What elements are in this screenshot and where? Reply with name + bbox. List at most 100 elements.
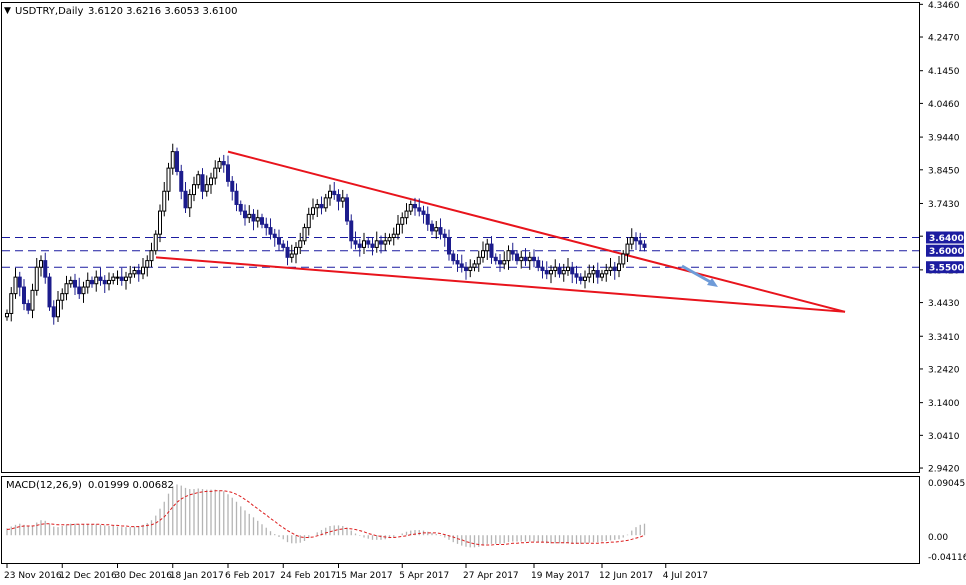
candle-body: [260, 217, 264, 225]
candle-body: [243, 210, 247, 219]
candle-body: [553, 266, 558, 272]
candle-body: [515, 253, 519, 262]
candle-body: [481, 250, 485, 258]
candle-body: [612, 266, 617, 272]
candle-body: [272, 233, 277, 239]
arrow-head: [707, 278, 718, 287]
candle-body: [166, 167, 171, 192]
trendlines[interactable]: [155, 150, 846, 313]
macd-axis-label-bottom: -0.04116: [928, 553, 966, 563]
candle-body: [311, 207, 315, 215]
price-tag-box: [926, 261, 964, 274]
candle-body: [175, 151, 179, 172]
y-tick-label: 3.4430: [928, 299, 960, 309]
candle-body: [472, 263, 477, 268]
y-tick-label: 3.1400: [928, 399, 960, 409]
candle-body: [90, 279, 94, 285]
x-tick-label: 27 Apr 2017: [463, 571, 519, 581]
candle-body: [532, 256, 536, 262]
candle-body: [540, 266, 545, 272]
upper-trendline: [227, 150, 846, 313]
candle-body: [5, 312, 9, 318]
candle-body: [340, 197, 345, 202]
price-tag-box: [926, 231, 964, 244]
candle-body: [413, 203, 417, 209]
candle-body: [60, 293, 65, 301]
candle-body: [17, 276, 22, 288]
candle-body: [366, 240, 371, 245]
candle-body: [264, 223, 269, 229]
candle-body: [141, 266, 145, 275]
candle-body: [566, 266, 570, 272]
candle-body: [30, 289, 35, 311]
x-tick-label: 18 Jan 2017: [170, 571, 224, 581]
candle-body: [73, 279, 77, 288]
candle-body: [574, 273, 579, 278]
candle-body: [536, 260, 541, 268]
candle-body: [47, 276, 52, 308]
macd-values: 0.01999 0.00682: [88, 480, 174, 491]
candle-body: [629, 237, 634, 245]
candle-body: [349, 220, 354, 242]
candle-body: [111, 276, 116, 281]
candle-body: [400, 217, 405, 225]
candle-body: [132, 270, 137, 275]
price-chart-frame[interactable]: [1, 2, 920, 473]
candle-body: [213, 167, 218, 179]
candle-body: [179, 170, 184, 192]
candle-body: [56, 299, 60, 318]
candle-body: [217, 161, 222, 169]
candle-body: [421, 210, 426, 215]
candle-body: [383, 240, 388, 245]
candle-body: [238, 203, 243, 212]
macd-chart-frame[interactable]: [1, 476, 920, 564]
candle-body: [527, 256, 532, 262]
y-tick-label: 3.8450: [928, 166, 960, 176]
candle-body: [268, 227, 273, 235]
candle-body: [22, 286, 26, 305]
candle-body: [459, 263, 464, 268]
candle-body: [379, 240, 383, 245]
candlesticks: [5, 143, 647, 325]
candle-body: [544, 270, 549, 275]
candle-body: [468, 266, 473, 272]
candle-body: [447, 237, 451, 255]
candle-body: [281, 243, 286, 248]
candle-body: [498, 260, 502, 265]
candle-body: [434, 227, 439, 232]
candle-body: [315, 203, 320, 209]
price-tags: 3.6400 3.6000 3.5500: [926, 231, 964, 274]
candle-body: [595, 270, 600, 278]
candle-body: [298, 240, 303, 248]
candle-body: [549, 270, 553, 275]
macd-label: MACD(12,26,9): [6, 480, 82, 491]
candle-body: [183, 190, 188, 209]
candle-body: [98, 276, 103, 281]
candle-body: [247, 213, 252, 219]
arrow-annotation[interactable]: [681, 264, 718, 287]
candle-body: [204, 184, 209, 192]
candle-body: [638, 240, 643, 245]
candle-body: [506, 250, 511, 262]
candle-body: [591, 270, 596, 275]
candle-body: [196, 174, 201, 186]
candle-body: [442, 233, 447, 239]
candle-body: [425, 213, 430, 225]
price-tag-label: 3.6000: [929, 247, 964, 257]
y-tick-label: 3.2420: [928, 365, 960, 375]
candle-body: [294, 246, 298, 255]
candle-body: [319, 203, 324, 209]
chart-menu-icon[interactable]: ▼: [4, 6, 11, 16]
candle-body: [285, 246, 290, 258]
candle-body: [68, 279, 73, 285]
candle-body: [136, 270, 141, 275]
candle-body: [583, 276, 587, 281]
candle-body: [9, 293, 14, 314]
candle-body: [621, 253, 626, 265]
y-tick-label: 3.7430: [928, 200, 960, 210]
candle-body: [26, 303, 31, 311]
candle-body: [94, 276, 99, 285]
candle-body: [107, 279, 111, 285]
